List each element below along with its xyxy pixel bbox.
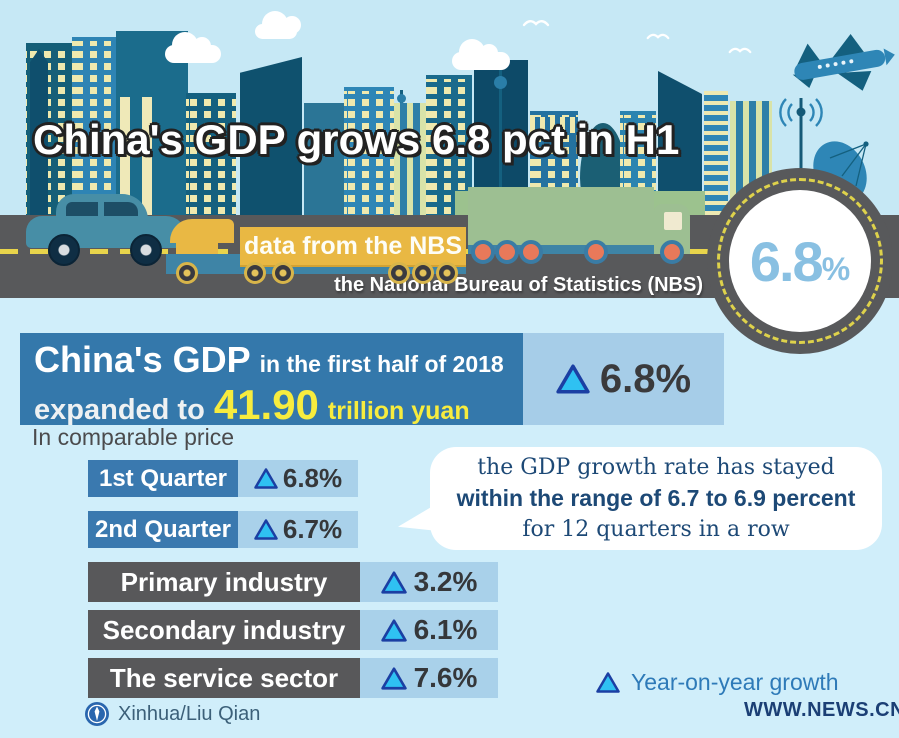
truck-wheel xyxy=(412,262,434,284)
callout-line3: for 12 quarters in a row xyxy=(522,517,790,542)
building xyxy=(240,57,302,215)
quarter-label: 2nd Quarter xyxy=(88,511,238,548)
industry-label: The service sector xyxy=(88,658,360,698)
car-wheel xyxy=(130,234,162,266)
airplane-icon xyxy=(792,34,895,91)
building xyxy=(704,91,728,215)
page-title: China's GDP grows 6.8 pct in H1 xyxy=(33,116,680,163)
truck-wheel xyxy=(436,262,458,284)
truck-banner: data from the NBS xyxy=(240,227,466,267)
industry-label: Primary industry xyxy=(88,562,360,602)
credit: Xinhua/Liu Qian xyxy=(84,701,260,727)
growth-triangle-icon xyxy=(596,672,620,693)
green-truck-window xyxy=(664,212,682,230)
growth-triangle-icon xyxy=(254,519,278,540)
industry-value: 3.2% xyxy=(360,562,498,602)
gdp-range-callout: the GDP growth rate has stayed within th… xyxy=(430,447,882,550)
quarter-growth: 6.8% xyxy=(282,463,343,493)
industry-growth: 7.6% xyxy=(413,662,478,693)
building xyxy=(186,93,236,215)
bird-icon xyxy=(646,33,670,40)
truck-wheel xyxy=(388,262,410,284)
gdp-headline-main: China's GDP in the first half of 2018 ex… xyxy=(20,333,523,428)
growth-triangle-icon xyxy=(380,666,407,690)
industry-growth: 6.1% xyxy=(413,614,478,645)
green-truck-wheel xyxy=(660,240,684,264)
truck-wheel xyxy=(176,262,198,284)
industry-row: Primary industry 3.2% xyxy=(88,562,498,602)
car xyxy=(26,194,186,266)
cloud xyxy=(452,39,510,70)
headline-amount: 41.90 xyxy=(213,381,319,428)
pearl-tower-sphere xyxy=(494,76,507,89)
growth-triangle-icon xyxy=(380,570,407,594)
industry-label: Secondary industry xyxy=(88,610,360,650)
car-wheel xyxy=(48,234,80,266)
credit-text: Xinhua/Liu Qian xyxy=(118,702,261,725)
badge-core: 6.8 % xyxy=(729,190,871,332)
building xyxy=(72,37,118,215)
legend-label: Year-on-year growth xyxy=(631,669,839,695)
headline-lead: China's GDP xyxy=(34,339,251,380)
growth-triangle-icon xyxy=(254,468,278,489)
industry-value: 6.1% xyxy=(360,610,498,650)
building-window-band xyxy=(530,117,578,133)
truck-wheel xyxy=(244,262,266,284)
headline-lead-rest: in the first half of 2018 xyxy=(259,351,504,377)
comparable-price-note: In comparable price xyxy=(32,424,234,450)
callout-line2: within the range of 6.7 to 6.9 percent xyxy=(456,485,856,511)
growth-badge: 6.8 % xyxy=(707,168,893,354)
badge-percent: % xyxy=(821,250,851,287)
green-truck-wheel xyxy=(471,240,495,264)
cloud xyxy=(165,32,221,63)
green-truck-trailer xyxy=(468,187,654,247)
badge-value: 6.8 xyxy=(749,229,824,293)
truck-banner-label: data from the NBS xyxy=(243,231,463,260)
green-truck-wheel xyxy=(495,240,519,264)
truck-wheel xyxy=(272,262,294,284)
pearl-tower-mast xyxy=(499,65,502,215)
building xyxy=(394,103,426,215)
city-skyline xyxy=(0,0,899,218)
headline-expanded: expanded to xyxy=(34,394,205,426)
headline-unit: trillion yuan xyxy=(327,397,470,425)
gdp-growth-value: 6.8% xyxy=(523,333,724,425)
quarter-label: 1st Quarter xyxy=(88,460,238,497)
industry-value: 7.6% xyxy=(360,658,498,698)
industry-row: Secondary industry 6.1% xyxy=(88,610,498,650)
quarter-row: 1st Quarter 6.8% xyxy=(88,460,358,497)
radio-tower-icon xyxy=(779,98,823,216)
headline-growth: 6.8% xyxy=(599,356,692,401)
industry-growth: 3.2% xyxy=(413,566,478,597)
building xyxy=(344,87,394,215)
industry-row: The service sector 7.6% xyxy=(88,658,498,698)
badge-dashed-ring xyxy=(717,178,883,344)
quarter-row: 2nd Quarter 6.7% xyxy=(88,511,358,548)
callout-line1: the GDP growth rate has stayed xyxy=(477,455,835,480)
bird-icon xyxy=(522,20,550,27)
green-truck-chassis xyxy=(468,245,674,254)
growth-triangle-icon xyxy=(556,364,590,394)
quarter-value: 6.8% xyxy=(238,460,358,497)
quarter-value: 6.7% xyxy=(238,511,358,548)
truck-cab-deflector xyxy=(170,219,234,243)
website-url: WWW.NEWS.CN xyxy=(744,699,899,721)
tv-tower-sphere xyxy=(397,94,406,103)
cloud xyxy=(255,11,301,39)
quarter-growth: 6.7% xyxy=(282,514,343,544)
building xyxy=(304,103,344,215)
growth-triangle-icon xyxy=(380,618,407,642)
gdp-headline-panel: China's GDP in the first half of 2018 ex… xyxy=(20,333,724,428)
green-truck-wheel xyxy=(584,240,608,264)
legend: Year-on-year growth xyxy=(596,669,839,696)
xinhua-logo xyxy=(85,702,109,726)
green-truck-wheel xyxy=(519,240,543,264)
bird-icon xyxy=(728,47,752,54)
building xyxy=(30,49,48,215)
